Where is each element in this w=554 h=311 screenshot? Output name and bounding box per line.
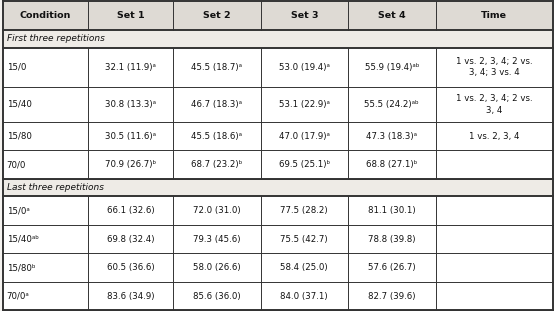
Text: 60.5 (36.6): 60.5 (36.6): [107, 263, 155, 272]
Text: Time: Time: [481, 11, 507, 20]
Text: 57.6 (26.7): 57.6 (26.7): [368, 263, 416, 272]
Text: 53.1 (22.9)ᵃ: 53.1 (22.9)ᵃ: [279, 100, 330, 109]
Text: 45.5 (18.6)ᵃ: 45.5 (18.6)ᵃ: [191, 132, 242, 141]
Text: First three repetitions: First three repetitions: [7, 35, 105, 43]
Text: 72.0 (31.0): 72.0 (31.0): [193, 206, 240, 215]
Text: 1 vs. 2, 3, 4; 2 vs.
3, 4; 3 vs. 4: 1 vs. 2, 3, 4; 2 vs. 3, 4; 3 vs. 4: [456, 57, 532, 77]
Text: 15/0: 15/0: [7, 63, 26, 72]
Text: 75.5 (42.7): 75.5 (42.7): [280, 234, 328, 244]
Text: Set 3: Set 3: [290, 11, 318, 20]
Bar: [3, 30, 553, 48]
Text: 70/0: 70/0: [7, 160, 26, 169]
Text: 45.5 (18.7)ᵃ: 45.5 (18.7)ᵃ: [191, 63, 242, 72]
Text: 69.5 (25.1)ᵇ: 69.5 (25.1)ᵇ: [279, 160, 330, 169]
Text: 55.5 (24.2)ᵃᵇ: 55.5 (24.2)ᵃᵇ: [365, 100, 419, 109]
Text: 66.1 (32.6): 66.1 (32.6): [107, 206, 155, 215]
Text: Set 1: Set 1: [117, 11, 145, 20]
Text: 70/0ᵃ: 70/0ᵃ: [7, 292, 29, 301]
Text: 58.0 (26.6): 58.0 (26.6): [193, 263, 240, 272]
Text: 85.6 (36.0): 85.6 (36.0): [193, 292, 240, 301]
Text: Last three repetitions: Last three repetitions: [7, 183, 104, 192]
Text: 58.4 (25.0): 58.4 (25.0): [280, 263, 328, 272]
Text: 46.7 (18.3)ᵃ: 46.7 (18.3)ᵃ: [191, 100, 242, 109]
Text: Set 2: Set 2: [203, 11, 230, 20]
Text: 78.8 (39.8): 78.8 (39.8): [368, 234, 416, 244]
Text: Set 4: Set 4: [378, 11, 406, 20]
Text: 70.9 (26.7)ᵇ: 70.9 (26.7)ᵇ: [105, 160, 156, 169]
Text: 32.1 (11.9)ᵃ: 32.1 (11.9)ᵃ: [105, 63, 156, 72]
Text: 53.0 (19.4)ᵃ: 53.0 (19.4)ᵃ: [279, 63, 330, 72]
Text: 69.8 (32.4): 69.8 (32.4): [107, 234, 154, 244]
Text: 79.3 (45.6): 79.3 (45.6): [193, 234, 240, 244]
Text: 55.9 (19.4)ᵃᵇ: 55.9 (19.4)ᵃᵇ: [365, 63, 419, 72]
Bar: [3, 179, 553, 196]
Text: 1 vs. 2, 3, 4: 1 vs. 2, 3, 4: [469, 132, 520, 141]
Text: 30.8 (13.3)ᵃ: 30.8 (13.3)ᵃ: [105, 100, 156, 109]
Text: 15/80ᵇ: 15/80ᵇ: [7, 263, 35, 272]
Text: 68.7 (23.2)ᵇ: 68.7 (23.2)ᵇ: [191, 160, 243, 169]
Text: 15/40: 15/40: [7, 100, 32, 109]
Text: 30.5 (11.6)ᵃ: 30.5 (11.6)ᵃ: [105, 132, 156, 141]
Text: 15/40ᵃᵇ: 15/40ᵃᵇ: [7, 234, 39, 244]
Text: 15/80: 15/80: [7, 132, 32, 141]
Text: 77.5 (28.2): 77.5 (28.2): [280, 206, 328, 215]
Text: 47.3 (18.3)ᵃ: 47.3 (18.3)ᵃ: [366, 132, 417, 141]
Text: 82.7 (39.6): 82.7 (39.6): [368, 292, 416, 301]
Bar: [3, 1, 553, 30]
Text: Condition: Condition: [19, 11, 71, 20]
Text: 47.0 (17.9)ᵃ: 47.0 (17.9)ᵃ: [279, 132, 330, 141]
Text: 83.6 (34.9): 83.6 (34.9): [107, 292, 154, 301]
Text: 84.0 (37.1): 84.0 (37.1): [280, 292, 328, 301]
Text: 81.1 (30.1): 81.1 (30.1): [368, 206, 416, 215]
Text: 1 vs. 2, 3, 4; 2 vs.
3, 4: 1 vs. 2, 3, 4; 2 vs. 3, 4: [456, 95, 532, 114]
Text: 68.8 (27.1)ᵇ: 68.8 (27.1)ᵇ: [366, 160, 417, 169]
Text: 15/0ᵃ: 15/0ᵃ: [7, 206, 29, 215]
